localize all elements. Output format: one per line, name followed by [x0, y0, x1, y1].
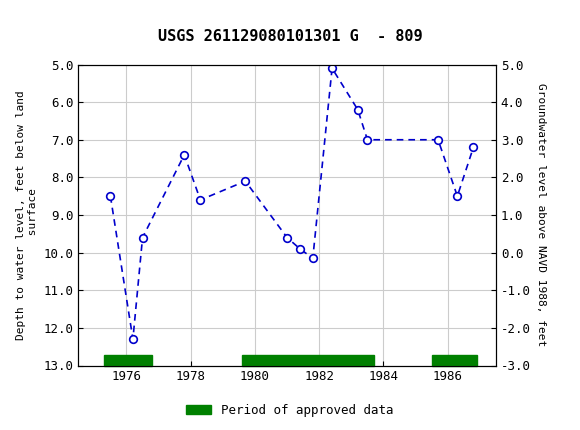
Y-axis label: Depth to water level, feet below land
 surface: Depth to water level, feet below land su… — [16, 90, 38, 340]
Bar — [432, 355, 477, 366]
Legend: Period of approved data: Period of approved data — [181, 399, 399, 421]
Bar — [242, 355, 374, 366]
Text: USGS 261129080101301 G  - 809: USGS 261129080101301 G - 809 — [158, 29, 422, 44]
Y-axis label: Groundwater level above NAVD 1988, feet: Groundwater level above NAVD 1988, feet — [536, 83, 546, 347]
Text: ≈USGS: ≈USGS — [9, 8, 63, 26]
Bar — [104, 355, 152, 366]
